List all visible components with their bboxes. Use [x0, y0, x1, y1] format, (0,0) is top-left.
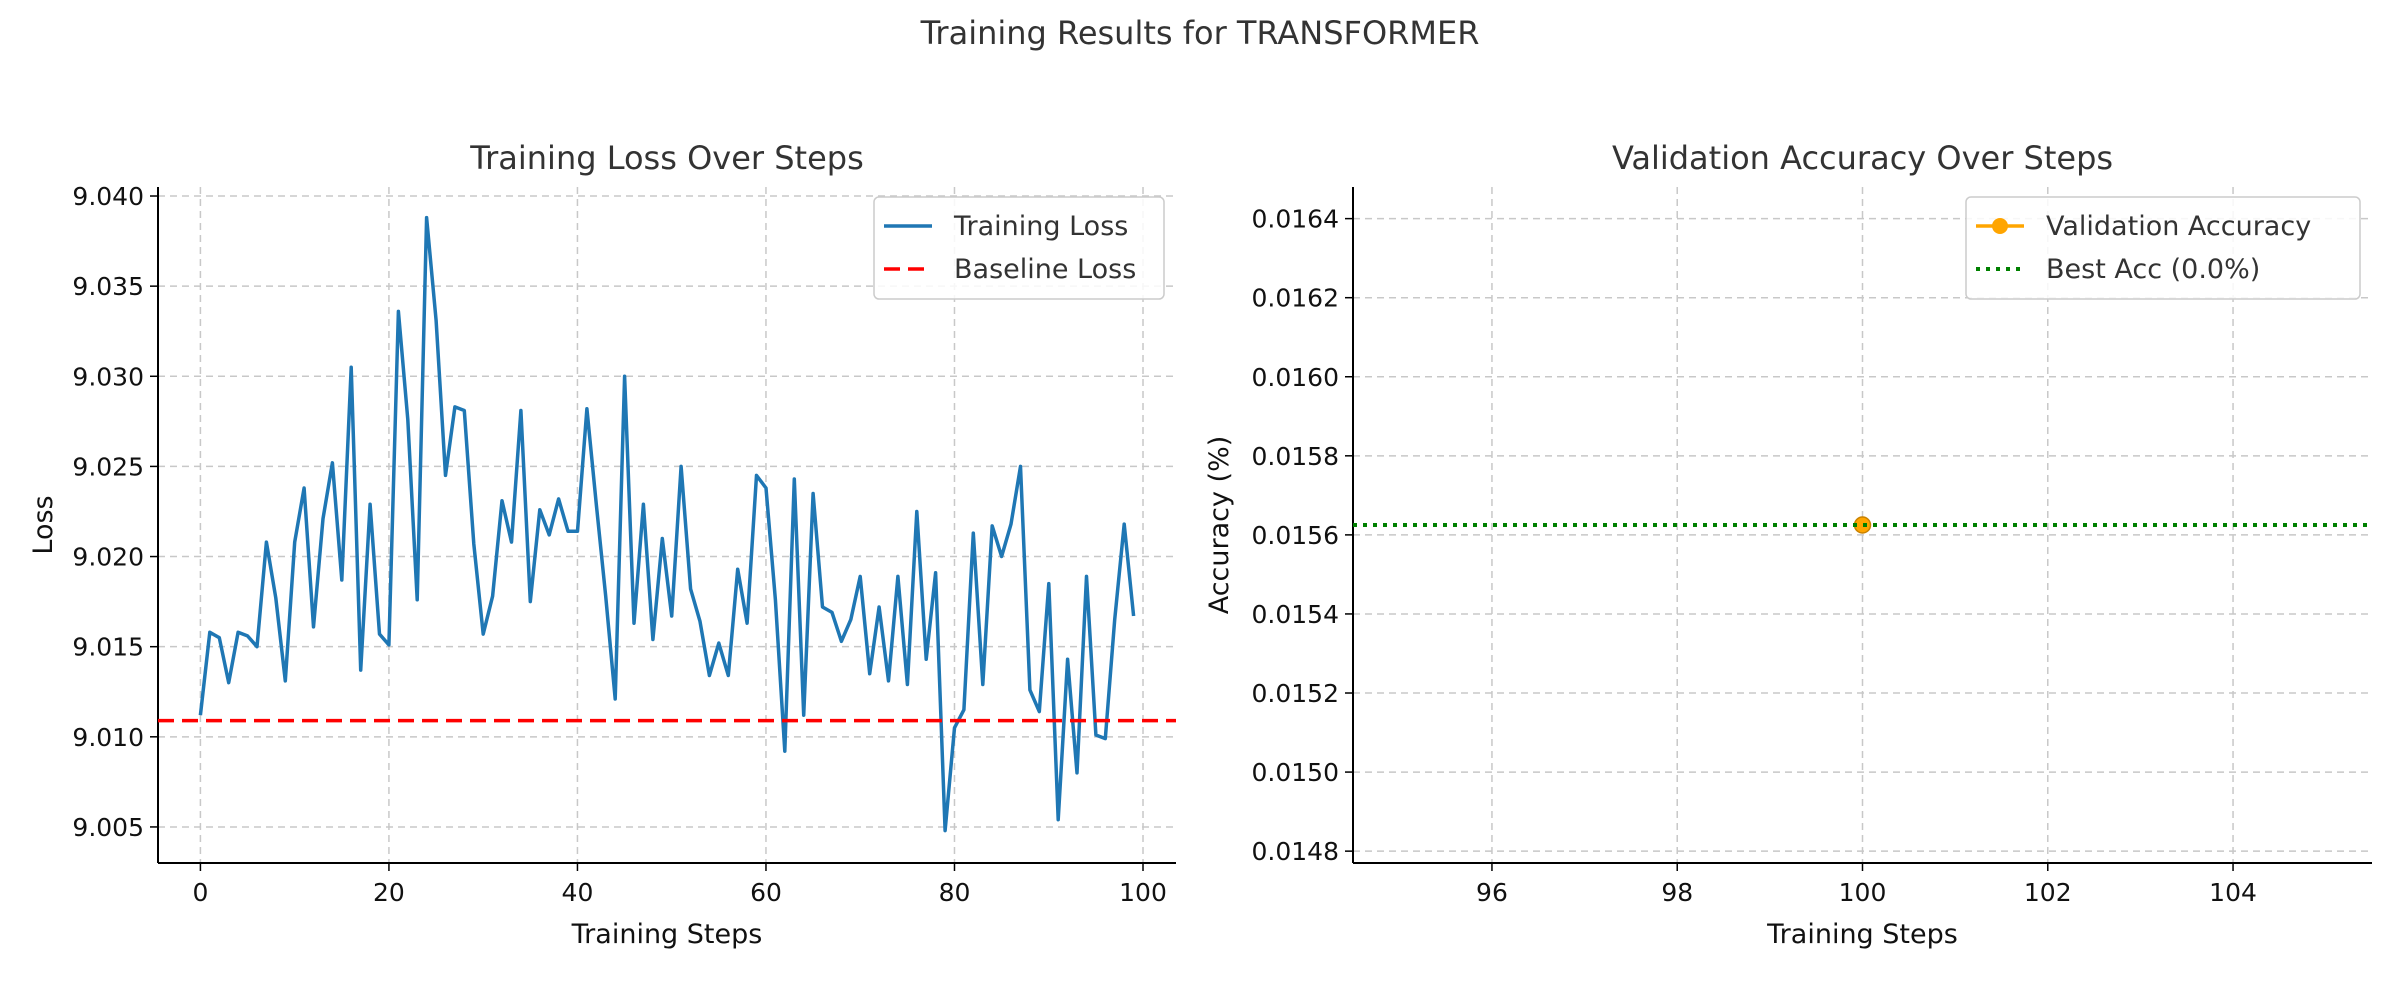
x-tick-label: 98 — [1661, 878, 1693, 907]
legend-marker — [1992, 218, 2008, 234]
x-tick-label: 60 — [750, 878, 782, 907]
x-axis-label: Training Steps — [571, 919, 763, 950]
validation-accuracy-chart: 96 98 100 102 104 0.0148 0.0150 0.0152 0.0154 0.0… — [1204, 139, 2372, 950]
x-tick-label: 0 — [192, 878, 208, 907]
legend: Training Loss Baseline Loss — [873, 196, 1165, 300]
y-tick-label: 0.0152 — [1252, 679, 1339, 708]
y-tick-label: 9.010 — [72, 723, 144, 752]
x-tick-label: 104 — [2209, 878, 2257, 907]
x-tick-label: 80 — [939, 878, 971, 907]
y-tick-label: 0.0160 — [1252, 363, 1339, 392]
y-tick-label: 9.020 — [72, 543, 144, 572]
training-loss-chart: 0 20 40 60 80 100 9.005 9.010 9.015 9.020 9.025 9.0… — [28, 139, 1176, 950]
y-tick-label: 9.040 — [72, 182, 144, 211]
x-tick-label: 100 — [1119, 878, 1167, 907]
y-tick-label: 0.0164 — [1252, 205, 1339, 234]
y-tick-label: 9.005 — [72, 813, 144, 842]
y-axis-label: Accuracy (%) — [1204, 436, 1235, 615]
x-tick-label: 96 — [1476, 878, 1508, 907]
x-axis-label: Training Steps — [1766, 919, 1958, 950]
series-line-0 — [198, 215, 1136, 833]
legend-box — [1965, 196, 2361, 300]
y-tick-label: 9.030 — [72, 362, 144, 391]
legend: Validation Accuracy Best Acc (0.0%) — [1965, 196, 2361, 300]
legend-label: Baseline Loss — [954, 254, 1136, 285]
chart-title: Training Loss Over Steps — [469, 139, 863, 177]
y-tick-label: 9.015 — [72, 633, 144, 662]
y-tick-label: 9.035 — [72, 272, 144, 301]
y-tick-label: 0.0158 — [1252, 442, 1339, 471]
y-tick-label: 9.025 — [72, 452, 144, 481]
x-tick-label: 100 — [1839, 878, 1887, 907]
legend-label: Validation Accuracy — [2046, 211, 2311, 242]
figure-suptitle: Training Results for TRANSFORMER — [920, 14, 1480, 52]
y-tick-label: 0.0150 — [1252, 758, 1339, 787]
y-axis-label: Loss — [28, 495, 59, 554]
grid — [158, 187, 1176, 863]
x-tick-label: 102 — [2024, 878, 2072, 907]
y-tick-label: 0.0154 — [1252, 600, 1339, 629]
y-tick-label: 0.0162 — [1252, 284, 1339, 313]
y-tick-label: 0.0148 — [1252, 837, 1339, 866]
legend-label: Best Acc (0.0%) — [2046, 254, 2260, 285]
x-tick-label: 40 — [562, 878, 594, 907]
legend-label: Training Loss — [953, 211, 1128, 242]
legend-box — [873, 196, 1165, 300]
chart-title: Validation Accuracy Over Steps — [1612, 139, 2113, 177]
x-tick-label: 20 — [373, 878, 405, 907]
y-tick-label: 0.0156 — [1252, 521, 1339, 550]
